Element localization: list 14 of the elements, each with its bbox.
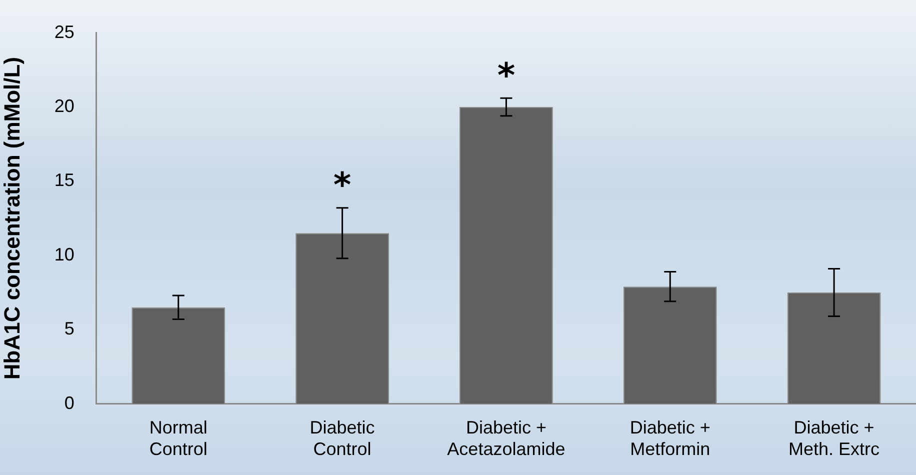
y-tick-label: 15 (54, 170, 74, 190)
y-tick-label: 25 (54, 22, 74, 42)
x-tick-label: Normal Control (149, 418, 208, 460)
x-tick-label: Diabetic + Metformin (630, 418, 710, 460)
y-tick-label: 10 (54, 244, 74, 264)
x-tick-label: Diabetic + Meth. Extrc (788, 418, 880, 460)
x-tick-label: Diabetic Control (310, 418, 375, 460)
annotation: * (497, 56, 516, 96)
y-tick-label: 20 (54, 96, 74, 116)
x-tick-label: Diabetic + Acetazolamide (447, 418, 566, 460)
y-tick-label: 0 (64, 392, 74, 413)
y-axis-title: HbA1C concentration (mMol/L) (0, 56, 24, 380)
y-tick-label: 5 (64, 318, 74, 339)
annotation: * (333, 166, 352, 206)
